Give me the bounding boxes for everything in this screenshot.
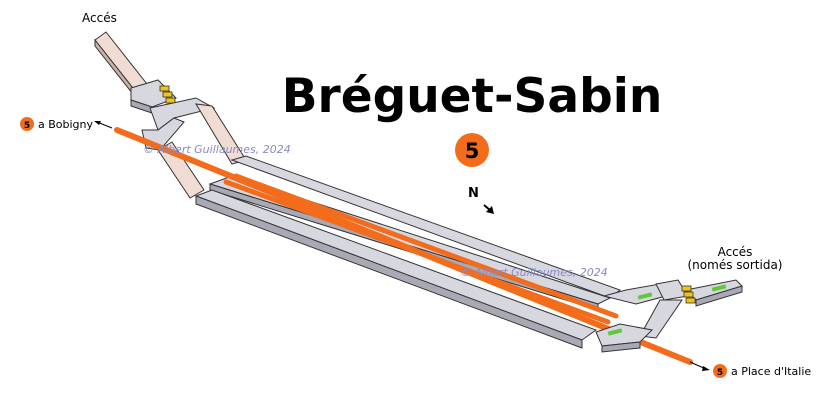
- entrance-passage-left: [94, 31, 177, 114]
- direction-left-badge: 5: [24, 121, 30, 131]
- platform-lower: [194, 189, 598, 349]
- direction-arrow-left: [94, 121, 113, 129]
- turnstile-gate-left: [159, 85, 176, 104]
- watermark: © Albert Guillaumes, 2024: [143, 143, 291, 156]
- line-badge-number: 5: [465, 139, 480, 163]
- direction-left: 5 a Bobigny: [20, 117, 94, 131]
- metro-line-track: [114, 127, 693, 365]
- entrance-label-right: Accés: [718, 245, 753, 259]
- compass: N: [468, 186, 494, 214]
- direction-right-label: a Place d'Italie: [731, 365, 811, 378]
- direction-right-badge: 5: [717, 368, 723, 378]
- watermark: © Albert Guillaumes, 2024: [460, 266, 608, 279]
- entrance-label-left: Accés: [82, 11, 117, 25]
- line-badge: 5: [455, 133, 489, 167]
- direction-right: 5 a Place d'Italie: [713, 364, 811, 378]
- exit-only-label: (només sortida): [688, 258, 783, 272]
- compass-label: N: [468, 186, 479, 201]
- direction-left-label: a Bobigny: [38, 118, 94, 131]
- platform-upper: [208, 155, 622, 311]
- direction-arrow-right: [689, 361, 710, 371]
- stair-hub-right: [595, 279, 689, 353]
- turnstile-gate-right: [681, 285, 696, 304]
- compass-arrow-icon: [486, 206, 494, 214]
- exit-gate-green: [607, 284, 727, 336]
- station-title: Bréguet-Sabin: [282, 69, 663, 124]
